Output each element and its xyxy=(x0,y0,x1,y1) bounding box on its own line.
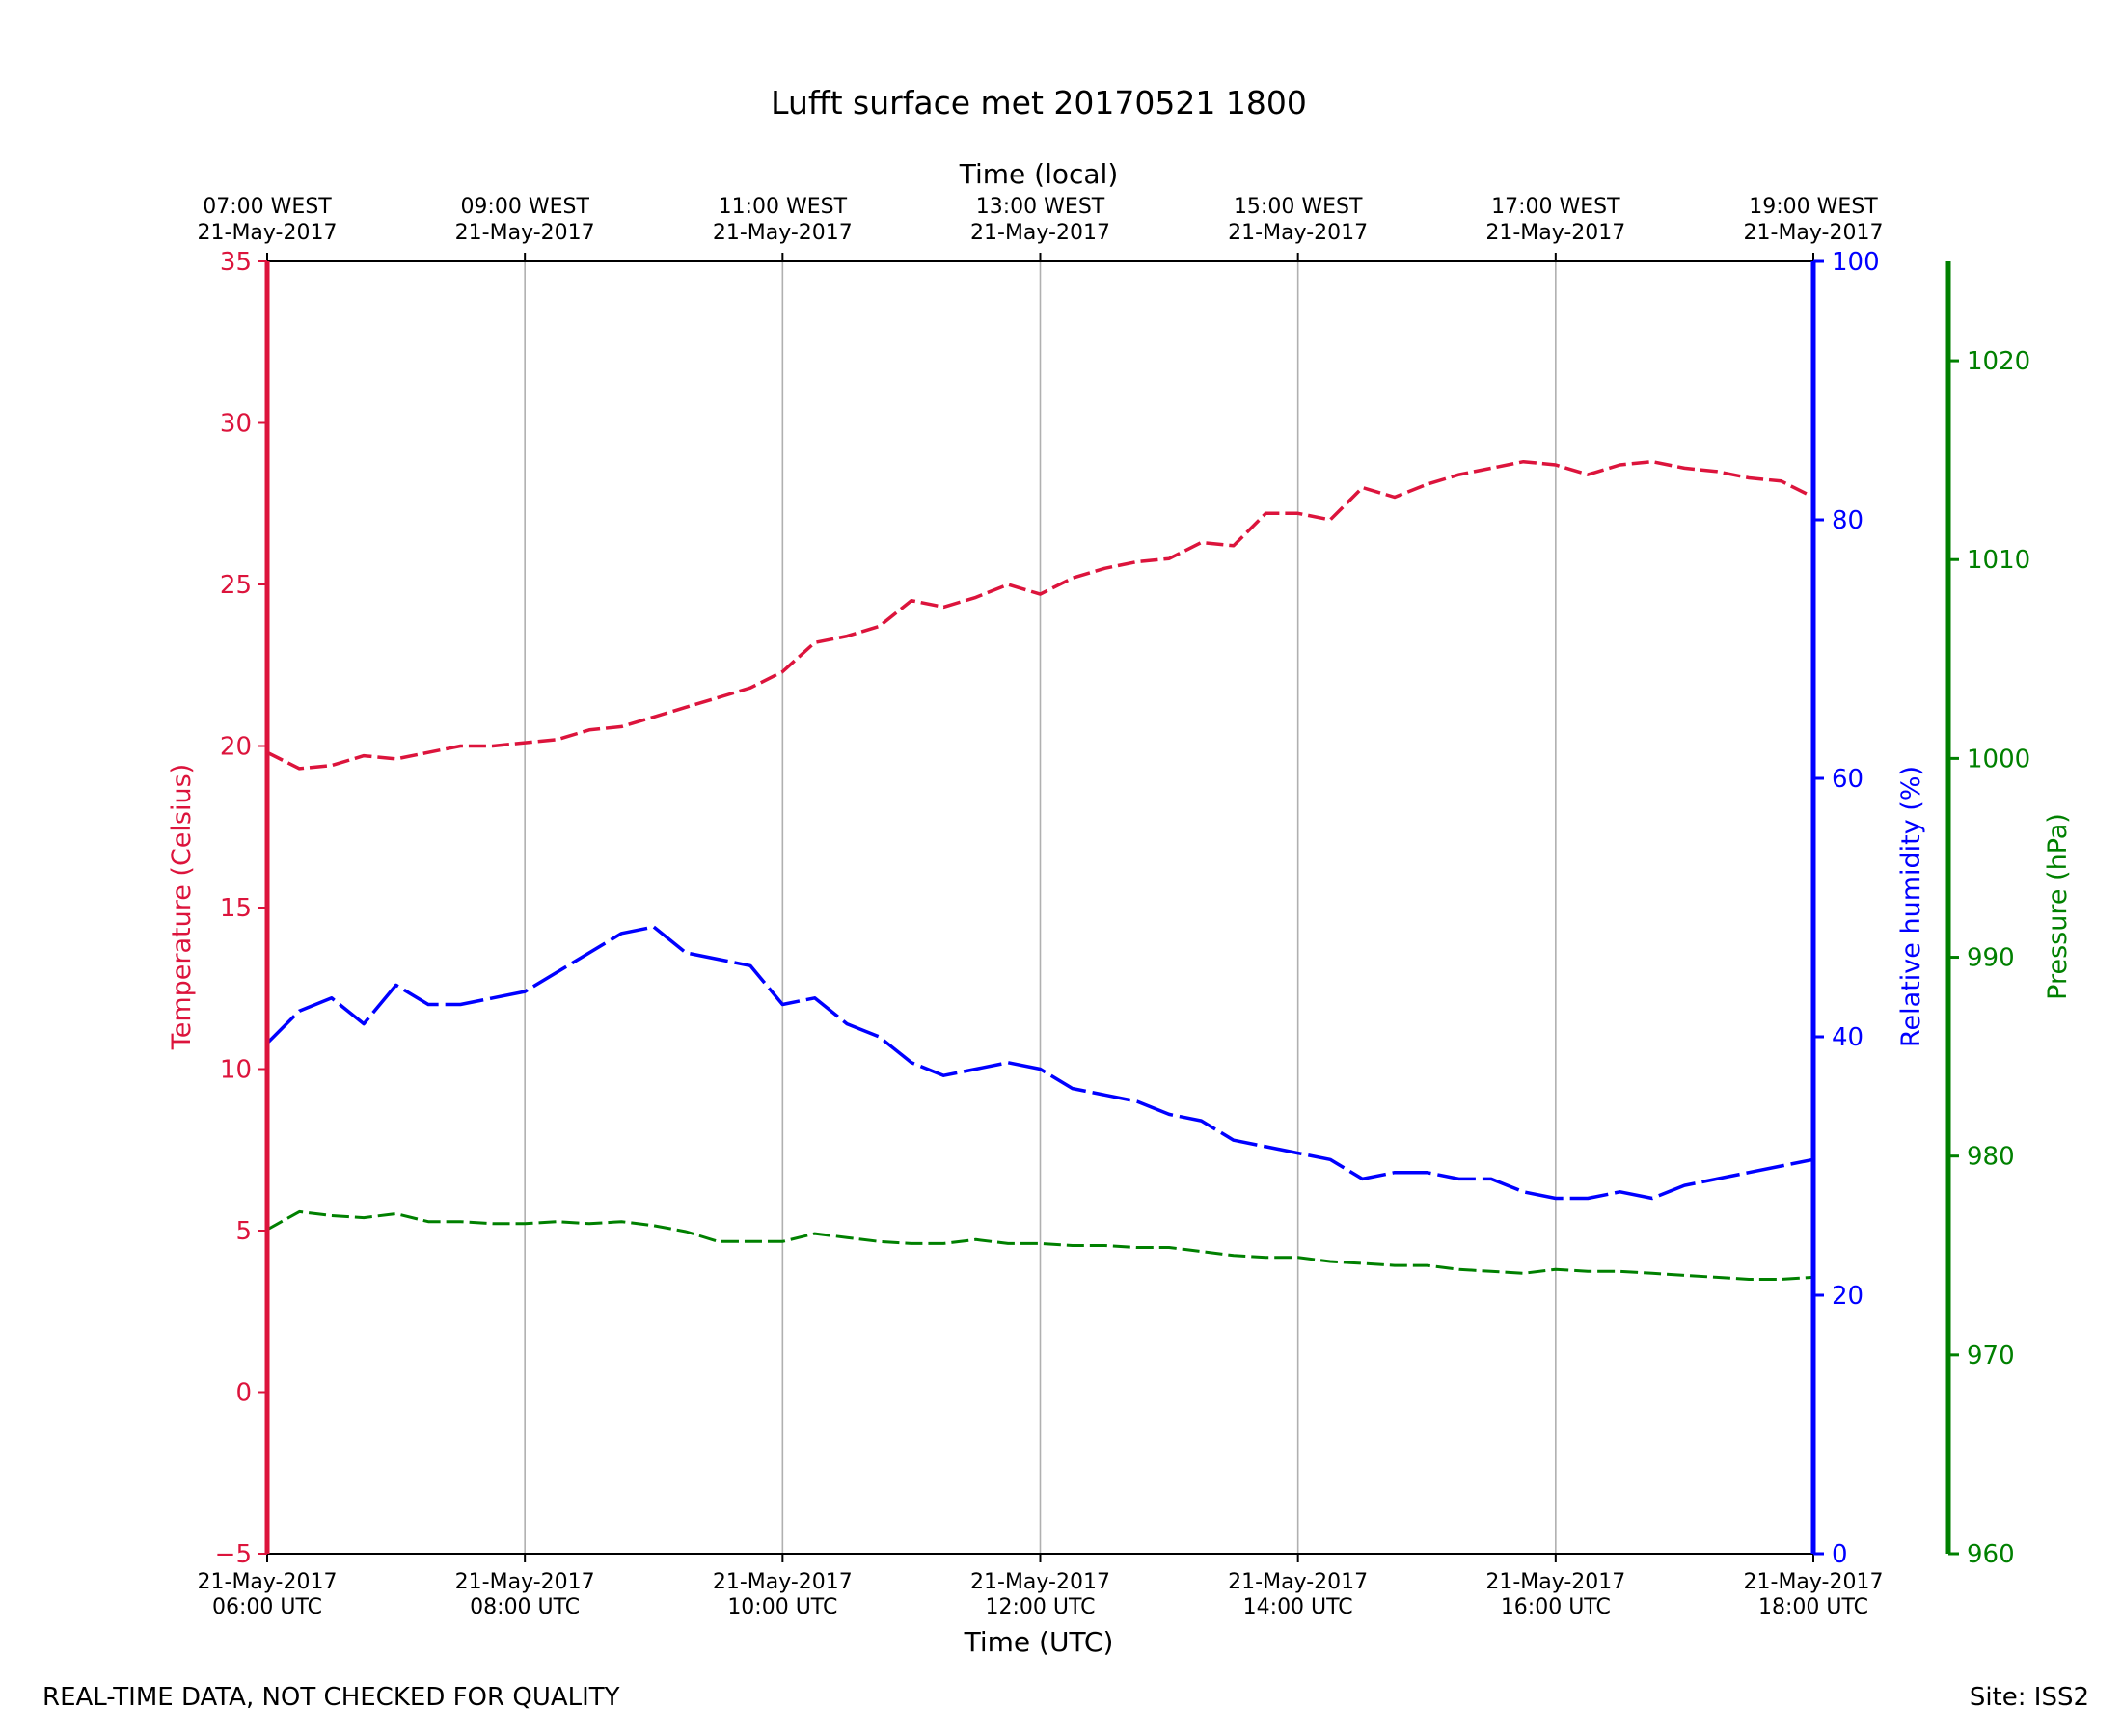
pressure-series-line xyxy=(266,1209,1814,1281)
x2-tick-label-date: 21-May-2017 xyxy=(198,221,338,245)
x-tick-label-date: 21-May-2017 xyxy=(1744,1570,1884,1594)
temperature-tick-label: 10 xyxy=(220,1056,252,1085)
x-tick-label-time: 18:00 UTC xyxy=(1758,1595,1868,1619)
x2-tick-label-date: 21-May-2017 xyxy=(1228,221,1368,245)
grid-lines xyxy=(524,261,1557,1554)
x2-tick-label-date: 21-May-2017 xyxy=(455,221,595,245)
quality-disclaimer: REAL-TIME DATA, NOT CHECKED FOR QUALITY xyxy=(42,1683,620,1712)
x-tick-label-date: 21-May-2017 xyxy=(455,1570,595,1594)
site-label: Site: ISS2 xyxy=(1969,1683,2089,1712)
x-tick-label-date: 21-May-2017 xyxy=(198,1570,338,1594)
x2-tick-label-date: 21-May-2017 xyxy=(970,221,1110,245)
temperature-series-line xyxy=(266,459,1814,771)
x-tick-label-time: 06:00 UTC xyxy=(212,1595,322,1619)
pressure-tick-label: 1010 xyxy=(1967,546,2030,575)
x2-tick-label-date: 21-May-2017 xyxy=(713,221,853,245)
temperature-tick-label: −5 xyxy=(215,1540,252,1569)
x2-tick-label-time: 19:00 WEST xyxy=(1749,195,1878,219)
temperature-tick-label: 15 xyxy=(220,894,252,923)
humidity-tick-label: 20 xyxy=(1832,1282,1864,1311)
temperature-tick-label: 20 xyxy=(220,733,252,762)
humidity-tick-label: 80 xyxy=(1832,506,1864,535)
pressure-tick-label: 980 xyxy=(1967,1143,2015,1172)
x2-tick-label-date: 21-May-2017 xyxy=(1744,221,1884,245)
humidity-axis-label: Relative humidity (%) xyxy=(1896,766,1926,1047)
x2-tick-label-time: 09:00 WEST xyxy=(460,195,589,219)
data-series xyxy=(265,459,1814,1281)
x2-tick-label-time: 11:00 WEST xyxy=(719,195,848,219)
temperature-tick-label: 30 xyxy=(220,410,252,439)
temperature-tick-label: 25 xyxy=(220,571,252,600)
humidity-tick-label: 60 xyxy=(1832,765,1864,794)
pressure-tick-label: 970 xyxy=(1967,1342,2015,1370)
humidity-tick-label: 40 xyxy=(1832,1023,1864,1052)
pressure-tick-label: 960 xyxy=(1967,1540,2015,1569)
temperature-tick-label: 5 xyxy=(235,1217,252,1246)
x-tick-label-time: 12:00 UTC xyxy=(985,1595,1095,1619)
x-tick-label-time: 10:00 UTC xyxy=(727,1595,837,1619)
x-tick-label-time: 16:00 UTC xyxy=(1501,1595,1611,1619)
x2-axis-label: Time (local) xyxy=(959,158,1119,190)
humidity-tick-label: 0 xyxy=(1832,1540,1848,1569)
x2-tick-label-time: 17:00 WEST xyxy=(1491,195,1620,219)
pressure-axis-label: Pressure (hPa) xyxy=(2043,813,2073,1000)
x-tick-label-date: 21-May-2017 xyxy=(1228,1570,1368,1594)
x-tick-label-time: 08:00 UTC xyxy=(470,1595,580,1619)
pressure-tick-label: 990 xyxy=(1967,944,2015,973)
x-tick-label-date: 21-May-2017 xyxy=(713,1570,853,1594)
x-tick-label-date: 21-May-2017 xyxy=(1485,1570,1625,1594)
temperature-axis-label: Temperature (Celsius) xyxy=(167,764,197,1050)
plot-frame xyxy=(264,260,1951,1555)
x2-tick-label-date: 21-May-2017 xyxy=(1485,221,1625,245)
humidity-tick-label: 100 xyxy=(1832,248,1880,277)
x2-tick-label-time: 15:00 WEST xyxy=(1234,195,1363,219)
x-axis-label: Time (UTC) xyxy=(964,1626,1114,1658)
temperature-tick-label: 0 xyxy=(235,1379,252,1408)
x2-tick-label-time: 13:00 WEST xyxy=(976,195,1105,219)
temperature-tick-label: 35 xyxy=(220,248,252,277)
pressure-tick-label: 1020 xyxy=(1967,347,2030,376)
chart-title: Lufft surface met 20170521 1800 xyxy=(771,84,1307,122)
x2-tick-label-time: 07:00 WEST xyxy=(203,195,332,219)
x-tick-label-date: 21-May-2017 xyxy=(970,1570,1110,1594)
humidity-series-line xyxy=(265,925,1814,1201)
pressure-tick-label: 1000 xyxy=(1967,745,2030,773)
x-tick-label-time: 14:00 UTC xyxy=(1243,1595,1353,1619)
